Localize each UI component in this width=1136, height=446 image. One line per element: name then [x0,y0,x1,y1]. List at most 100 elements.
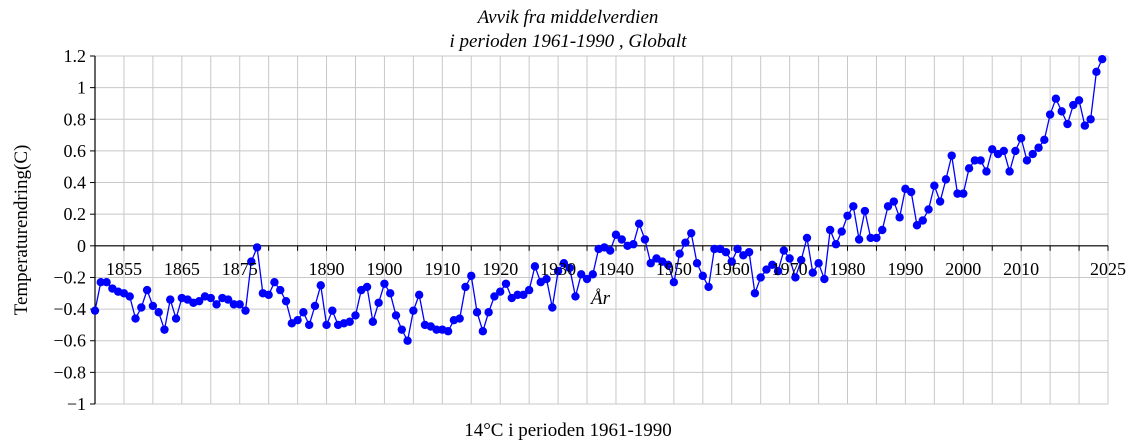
data-point [906,187,916,197]
data-point [802,233,812,243]
data-point [241,306,250,315]
x-tick-label: 1910 [424,259,460,279]
data-point [733,244,742,254]
grid [94,55,1109,405]
data-point [750,289,760,298]
data-point [762,265,771,274]
data-point [1040,135,1049,145]
series-line [90,54,1107,345]
data-point [414,290,424,300]
data-point [1092,67,1101,77]
x-tick-label: 1875 [222,259,258,279]
data-point [478,327,488,336]
data-point [872,233,881,243]
data-point [988,145,997,154]
data-point [513,290,522,300]
data-point [542,274,551,284]
y-tick-label: −0.6 [53,331,86,351]
data-point [611,230,621,239]
data-point [640,235,650,244]
data-point [710,244,719,254]
y-tick-label: 0.8 [64,109,87,129]
data-point [982,167,991,176]
data-point [264,290,273,300]
data-point [299,308,308,317]
x-tick-label: 1980 [830,259,866,279]
y-tick-label: −0.2 [53,267,86,287]
x-tick-label: 2025 [1090,259,1126,279]
data-point [1074,96,1084,105]
data-point [964,164,974,173]
data-point [797,255,806,265]
y-tick-label: 0.2 [64,204,87,224]
data-point [484,308,493,317]
chart-title: Avvik fra middelverdien [477,7,659,28]
y-tick-label: 0.6 [64,141,87,161]
data-point [912,221,922,230]
data-point [704,282,713,292]
data-point [825,225,835,235]
data-point [721,247,731,257]
data-point [322,320,331,330]
data-point [878,225,887,235]
data-point [837,227,846,236]
data-point [935,197,945,206]
data-point [443,327,453,336]
data-point [577,270,586,279]
data-point [1034,143,1043,152]
data-point [194,296,204,306]
data-point [212,300,221,309]
y-tick-label: −0.8 [53,362,86,382]
data-point [634,219,644,228]
data-point [524,285,534,295]
data-point [791,273,800,282]
x-tick-label: 2000 [945,259,981,279]
data-point [252,243,262,252]
data-point [247,257,256,266]
data-point [1022,156,1032,165]
x-tick-label: 2010 [1003,259,1039,279]
data-point [582,274,592,284]
data-point [947,151,956,160]
data-point [391,311,401,320]
data-point [675,249,684,258]
data-point [223,295,233,304]
data-point [374,298,383,307]
data-point [467,271,476,281]
y-tick-label: 1 [77,78,86,98]
data-point [808,268,817,277]
x-axis-inline-label: År [591,288,610,309]
chart-subtitle: i perioden 1961-1990 , Globalt [449,31,687,52]
data-point [820,274,829,284]
data-point [681,238,690,247]
data-point [380,279,389,288]
y-tick-label: −0.4 [53,299,86,319]
data-point [293,315,302,325]
data-point [843,211,852,220]
y-axis-label: Temperaturendring(C) [11,144,32,316]
data-point [588,270,598,279]
data-point [142,285,152,295]
y-tick-label: 1.2 [64,46,87,66]
data-point [727,257,736,266]
data-point [368,317,378,326]
data-point [235,300,244,309]
data-point [131,314,140,323]
data-point [1098,54,1107,64]
data-point [1051,94,1061,103]
data-point [831,240,841,249]
data-point [1045,110,1055,119]
data-point [860,206,870,216]
data-point [565,263,574,273]
data-point [409,306,418,315]
data-point [490,292,499,301]
data-point [779,246,789,255]
data-point [669,278,679,287]
data-point [310,301,320,311]
x-tick-label: 1930 [540,259,576,279]
data-point [814,259,823,268]
data-point [96,278,105,287]
data-point [125,292,134,301]
data-point [883,202,893,211]
data-point [397,325,406,334]
